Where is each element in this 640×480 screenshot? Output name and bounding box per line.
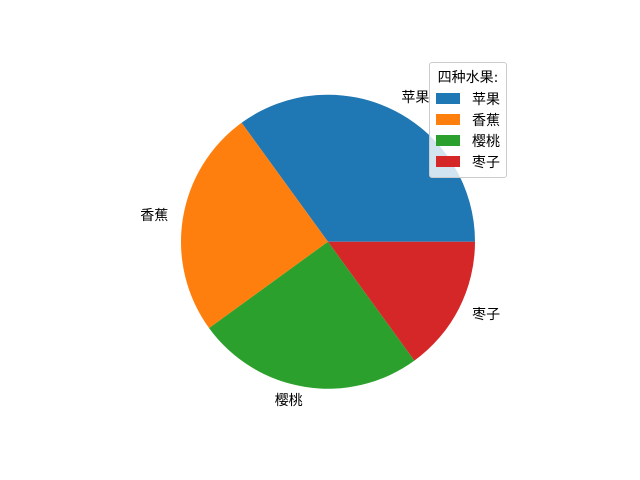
pie-slice-apple	[241, 94, 475, 242]
legend-entry-label: 枣子	[472, 154, 500, 171]
legend-entries: 苹果 香蕉 樱桃 枣子	[436, 88, 500, 172]
legend-swatch-icon	[436, 156, 460, 167]
pie-slice-banana	[180, 122, 328, 329]
legend-entry-label: 香蕉	[472, 112, 500, 129]
legend-swatch-icon	[436, 135, 460, 146]
legend: 四种水果: 苹果香蕉樱桃枣子	[429, 62, 507, 178]
slice-label-apple: 苹果	[401, 89, 430, 106]
slice-label-banana: 香蕉	[140, 208, 169, 225]
pie-slice-jujube	[328, 241, 475, 361]
pie-slice-cherry	[209, 241, 415, 389]
legend-entry-jujube: 枣子	[436, 151, 500, 172]
legend-entry-apple: 苹果	[436, 88, 500, 109]
legend-swatch-icon	[436, 114, 460, 125]
legend-entry-cherry: 樱桃	[436, 130, 500, 151]
legend-entry-banana: 香蕉	[436, 109, 500, 130]
legend-entry-label: 苹果	[472, 91, 500, 108]
legend-entry-label: 樱桃	[472, 133, 500, 150]
legend-swatch-icon	[436, 93, 460, 104]
slice-label-cherry: 樱桃	[274, 393, 303, 410]
legend-title: 四种水果:	[437, 70, 499, 86]
slice-label-jujube: 枣子	[472, 307, 501, 324]
